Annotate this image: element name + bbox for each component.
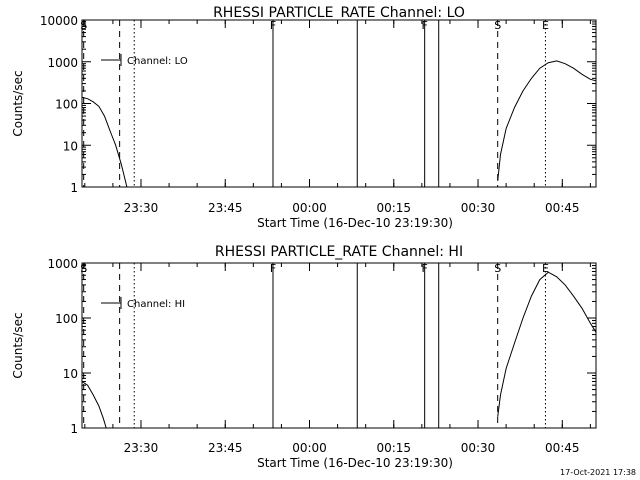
y-tick-label: 10000 — [40, 14, 78, 28]
legend-entry: Channel: LO — [127, 56, 188, 67]
legend-entry: Channel: HI — [127, 299, 185, 310]
series-line — [497, 60, 597, 181]
x-tick-label: 23:30 — [124, 201, 159, 215]
chart-title: RHESSI PARTICLE_RATE Channel: HI — [215, 244, 463, 260]
y-tick-label: 10 — [63, 367, 78, 381]
x-tick-label: 23:45 — [208, 441, 243, 455]
x-tick-label: 00:00 — [292, 201, 327, 215]
x-tick-label: 00:00 — [292, 441, 327, 455]
x-axis-label: Start Time (16-Dec-10 23:19:30) — [257, 216, 453, 230]
event-marker-label: S — [80, 19, 87, 32]
y-tick-label: 100 — [55, 98, 78, 112]
event-marker-label: S — [494, 262, 501, 275]
x-axis-label: Start Time (16-Dec-10 23:19:30) — [257, 456, 453, 470]
x-tick-label: 00:15 — [376, 441, 411, 455]
plot-frame — [81, 262, 597, 429]
chart-title: RHESSI PARTICLE_RATE Channel: LO — [213, 5, 465, 21]
event-marker-label: F — [422, 19, 428, 32]
event-marker-label: E — [542, 19, 549, 32]
x-tick-label: 23:30 — [124, 441, 159, 455]
event-marker-label: F — [422, 262, 428, 275]
event-marker-label: F — [270, 262, 276, 275]
y-tick-label: 1000 — [47, 257, 78, 271]
y-axis-label: Counts/sec — [11, 312, 25, 378]
plot-frame — [81, 19, 597, 188]
series-line — [497, 271, 597, 417]
y-tick-label: 100 — [55, 312, 78, 326]
x-tick-label: 23:45 — [208, 201, 243, 215]
y-tick-label: 1 — [70, 181, 78, 195]
panel-hi: RHESSI PARTICLE_RATE Channel: HI 1 10 100 10… — [11, 244, 597, 470]
x-tick-label: 00:30 — [461, 201, 496, 215]
x-tick-label: 00:45 — [545, 201, 580, 215]
y-tick-label: 10 — [63, 139, 78, 153]
panel-lo: RHESSI PARTICLE_RATE Channel: LO 1 10 100 10… — [11, 5, 597, 230]
event-marker-label: F — [270, 19, 276, 32]
x-tick-label: 00:45 — [545, 441, 580, 455]
event-marker-label: E — [542, 262, 549, 275]
series-line — [81, 96, 128, 188]
y-tick-label: 1 — [70, 422, 78, 436]
series-line — [81, 381, 107, 429]
event-marker-label: S — [494, 19, 501, 32]
x-tick-label: 00:15 — [376, 201, 411, 215]
y-tick-label: 1000 — [47, 56, 78, 70]
footer-timestamp: 17-Oct-2021 17:38 — [560, 468, 636, 477]
x-tick-label: 00:30 — [461, 441, 496, 455]
y-axis-label: Counts/sec — [11, 70, 25, 136]
event-marker-label: S — [80, 262, 87, 275]
